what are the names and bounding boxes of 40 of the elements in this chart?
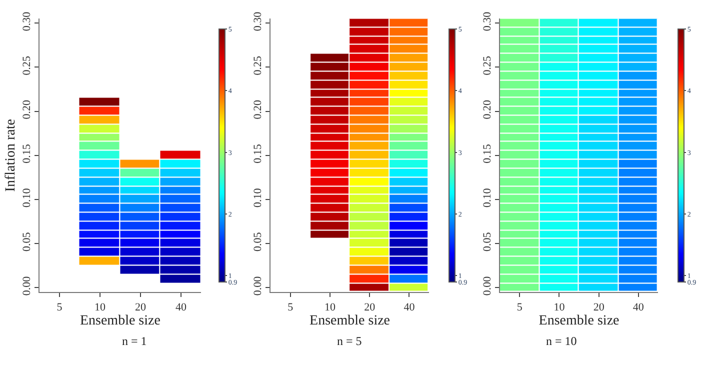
- y-tick-label: 0.10: [481, 188, 494, 208]
- y-tick-label: 0.30: [481, 11, 494, 32]
- y-tick-label: 0.25: [481, 55, 494, 76]
- y-axis-title: Inflation rate: [3, 119, 18, 192]
- x-tick-label: 40: [175, 301, 187, 314]
- y-tick-label: 0.15: [20, 144, 33, 164]
- y-tick-label: 0.05: [252, 232, 264, 252]
- y-tick-label: 0.00: [20, 276, 33, 296]
- y-tick-label: 0.00: [481, 276, 494, 296]
- x-tick-label: 40: [632, 301, 644, 314]
- x-tick-label: 20: [364, 301, 376, 314]
- x-tick-label: 40: [404, 301, 416, 314]
- y-tick-label: 0.15: [481, 144, 494, 164]
- text: n = 5: [337, 334, 362, 348]
- y-tick-label: 0.25: [252, 55, 264, 76]
- y-tick-label: 0.10: [252, 188, 264, 208]
- x-tick-label: 20: [134, 301, 146, 314]
- x-tick-label: 5: [288, 301, 294, 314]
- y-tick-label: 0.20: [481, 100, 494, 120]
- x-tick-label: 10: [554, 301, 566, 314]
- x-tick-label: 20: [593, 301, 605, 314]
- x-axis-title: Ensemble size: [538, 314, 620, 329]
- y-tick-label: 0.05: [481, 232, 494, 252]
- y-tick-label: 0.20: [20, 100, 33, 120]
- y-tick-label: 0.30: [20, 11, 33, 32]
- y-tick-label: 0.15: [252, 144, 264, 164]
- text: n = 10: [546, 334, 577, 348]
- y-tick-label: 0.05: [20, 232, 33, 252]
- y-tick-label: 0.10: [20, 188, 33, 208]
- x-tick-label: 10: [94, 301, 106, 314]
- x-tick-label: 5: [56, 301, 63, 314]
- x-axis-title: Ensemble size: [80, 314, 160, 329]
- x-axis-title: Ensemble size: [310, 314, 390, 329]
- x-tick-label: 5: [516, 301, 523, 314]
- y-tick-label: 0.20: [252, 100, 264, 120]
- x-tick-label: 10: [324, 301, 336, 314]
- text: n = 1: [122, 334, 147, 348]
- y-tick-label: 0.30: [252, 11, 264, 32]
- y-tick-label: 0.00: [252, 276, 264, 296]
- y-tick-label: 0.25: [20, 55, 33, 76]
